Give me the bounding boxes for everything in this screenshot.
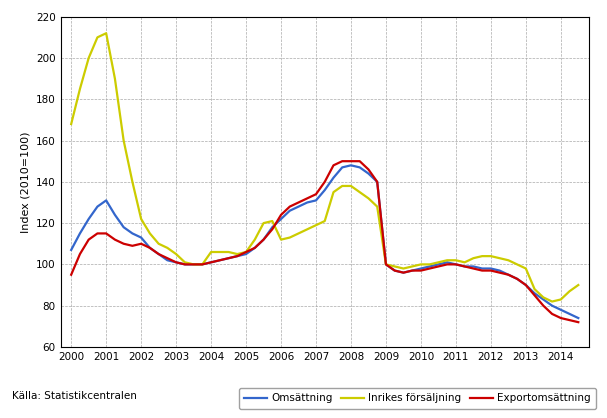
Inrikes försäljning xyxy=(444,258,451,263)
Line: Exportomsättning: Exportomsättning xyxy=(71,161,578,322)
Inrikes försäljning xyxy=(155,241,162,246)
Exportomsättning xyxy=(198,262,206,267)
Inrikes försäljning xyxy=(208,250,215,255)
Inrikes försäljning xyxy=(129,179,136,184)
Inrikes försäljning xyxy=(549,299,556,304)
Exportomsättning xyxy=(120,241,127,246)
Inrikes försäljning xyxy=(103,31,110,36)
Y-axis label: Index (2010=100): Index (2010=100) xyxy=(21,131,30,232)
Omsättning xyxy=(575,316,582,321)
Inrikes försäljning xyxy=(67,122,75,127)
Omsättning xyxy=(347,163,354,168)
Omsättning xyxy=(198,262,206,267)
Omsättning xyxy=(330,175,337,180)
Inrikes försäljning xyxy=(575,283,582,288)
Omsättning xyxy=(444,260,451,265)
Omsättning xyxy=(146,245,154,250)
Inrikes försäljning xyxy=(339,184,346,189)
Exportomsättning xyxy=(444,262,451,267)
Exportomsättning xyxy=(330,163,337,168)
Exportomsättning xyxy=(146,245,154,250)
Line: Inrikes försäljning: Inrikes försäljning xyxy=(71,33,578,301)
Exportomsättning xyxy=(85,237,92,242)
Exportomsättning xyxy=(339,159,346,164)
Exportomsättning xyxy=(575,320,582,325)
Omsättning xyxy=(120,225,127,230)
Exportomsättning xyxy=(67,272,75,277)
Legend: Omsättning, Inrikes försäljning, Exportomsättning: Omsättning, Inrikes försäljning, Exporto… xyxy=(239,388,595,409)
Omsättning xyxy=(67,247,75,252)
Text: Källa: Statistikcentralen: Källa: Statistikcentralen xyxy=(12,391,137,401)
Line: Omsättning: Omsättning xyxy=(71,165,578,318)
Inrikes försäljning xyxy=(85,56,92,61)
Omsättning xyxy=(85,217,92,222)
